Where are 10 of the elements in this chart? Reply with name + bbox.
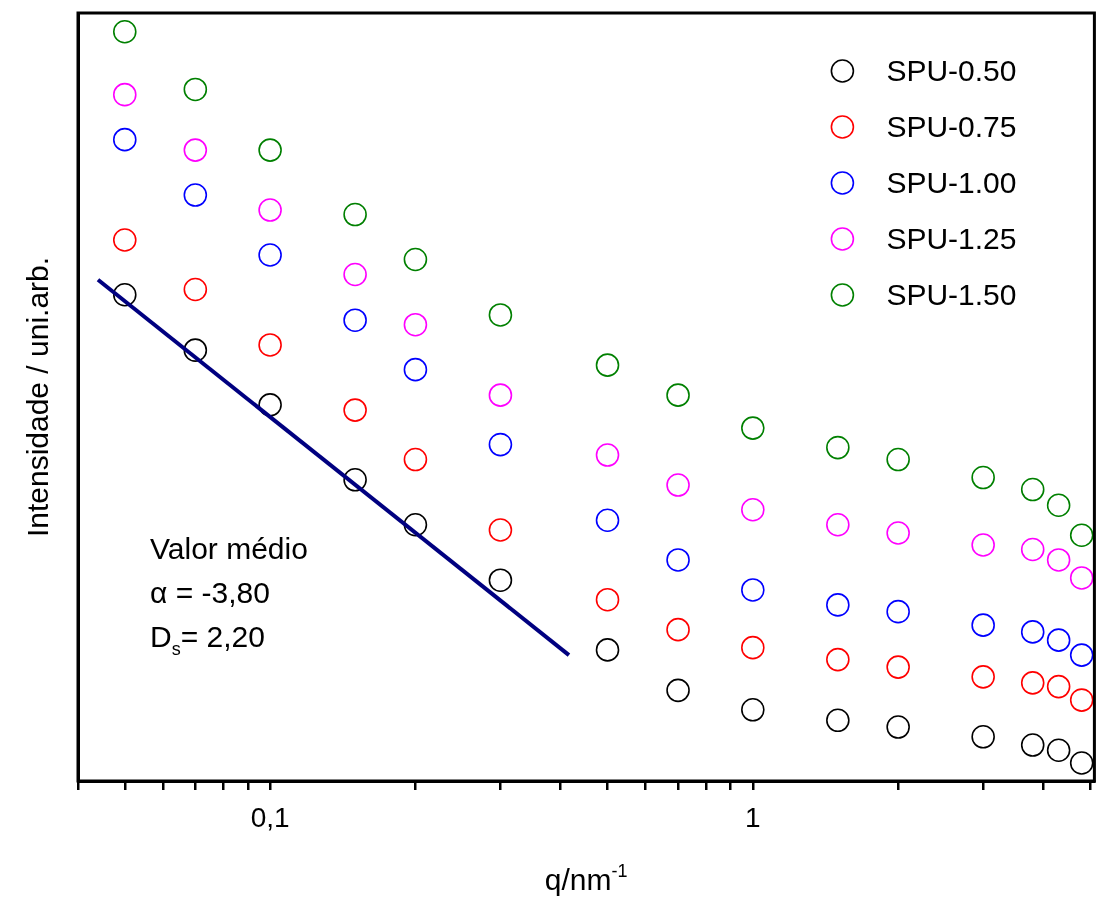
x-tick-label: 0,1 [250, 801, 290, 833]
annotation: Valor médio [150, 532, 308, 565]
legend-label: SPU-0.50 [886, 54, 1017, 88]
annotation: α = -3,80 [150, 576, 270, 609]
x-tick-label: 1 [745, 801, 761, 833]
legend-label: SPU-1.50 [886, 278, 1017, 312]
legend-label: SPU-1.00 [886, 166, 1017, 200]
y-axis-title: Intensidade / uni.arb. [21, 256, 54, 538]
legend-label: SPU-0.75 [886, 110, 1017, 144]
legend-label: SPU-1.25 [886, 222, 1017, 256]
